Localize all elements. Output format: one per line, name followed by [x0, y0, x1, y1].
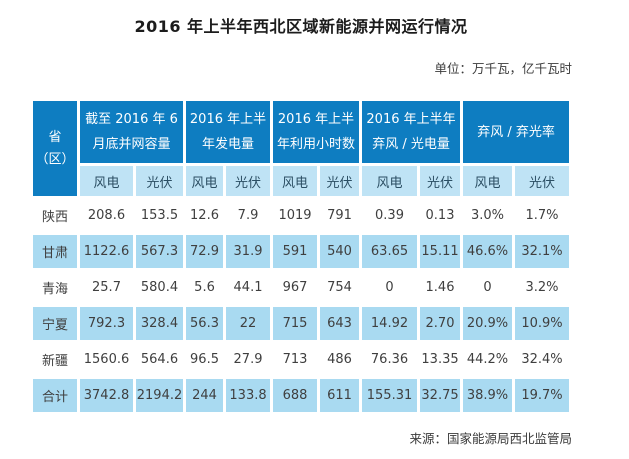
value-cell: 2194.2 [136, 379, 184, 412]
table-row-xinjiang: 新疆 1560.6 564.6 96.5 27.9 713 486 76.36 … [33, 343, 570, 376]
subheader-solar: 光伏 [420, 166, 461, 196]
page-title: 2016 年上半年西北区域新能源并网运行情况 [134, 17, 468, 36]
table-row-total: 合计 3742.8 2194.2 244 133.8 688 611 155.3… [33, 379, 570, 412]
table-row-ningxia: 宁夏 792.3 328.4 56.3 22 715 643 14.92 2.7… [33, 307, 570, 340]
value-cell: 133.8 [226, 379, 271, 412]
sub-header-row: 风电 光伏 风电 光伏 风电 光伏 风电 光伏 风电 光伏 [33, 166, 570, 196]
region-cell: 青海 [33, 271, 77, 304]
value-cell: 2.70 [420, 307, 461, 340]
value-cell: 15.11 [420, 235, 461, 268]
value-cell: 38.9% [463, 379, 513, 412]
region-cell: 陕西 [33, 199, 77, 232]
region-cell: 甘肃 [33, 235, 77, 268]
value-cell: 1019 [273, 199, 318, 232]
value-cell: 1.7% [515, 199, 570, 232]
value-cell: 0.13 [420, 199, 461, 232]
region-cell: 宁夏 [33, 307, 77, 340]
value-cell: 688 [273, 379, 318, 412]
subheader-solar: 光伏 [136, 166, 184, 196]
value-cell: 72.9 [186, 235, 224, 268]
value-cell: 540 [320, 235, 360, 268]
table-row-gansu: 甘肃 1122.6 567.3 72.9 31.9 591 540 63.65 … [33, 235, 570, 268]
subheader-solar: 光伏 [320, 166, 360, 196]
value-cell: 46.6% [463, 235, 513, 268]
value-cell: 0 [362, 271, 418, 304]
value-cell: 713 [273, 343, 318, 376]
value-cell: 564.6 [136, 343, 184, 376]
subheader-wind: 风电 [463, 166, 513, 196]
value-cell: 32.4% [515, 343, 570, 376]
value-cell: 14.92 [362, 307, 418, 340]
table-row-qinghai: 青海 25.7 580.4 5.6 44.1 967 754 0 1.46 0 … [33, 271, 570, 304]
value-cell: 5.6 [186, 271, 224, 304]
value-cell: 76.36 [362, 343, 418, 376]
value-cell: 3.2% [515, 271, 570, 304]
value-cell: 44.1 [226, 271, 271, 304]
group-header-utilization-hours: 2016 年上半年利用小时数 [273, 101, 360, 163]
value-cell: 12.6 [186, 199, 224, 232]
value-cell: 567.3 [136, 235, 184, 268]
subheader-wind: 风电 [362, 166, 418, 196]
value-cell: 0 [463, 271, 513, 304]
value-cell: 244 [186, 379, 224, 412]
value-cell: 32.1% [515, 235, 570, 268]
region-cell: 新疆 [33, 343, 77, 376]
value-cell: 208.6 [80, 199, 133, 232]
region-cell: 合计 [33, 379, 77, 412]
value-cell: 25.7 [80, 271, 133, 304]
value-cell: 96.5 [186, 343, 224, 376]
value-cell: 1560.6 [80, 343, 133, 376]
value-cell: 3742.8 [80, 379, 133, 412]
value-cell: 10.9% [515, 307, 570, 340]
group-header-row: 省（区） 截至 2016 年 6 月底并网容量 2016 年上半年发电量 201… [33, 101, 570, 196]
value-cell: 155.31 [362, 379, 418, 412]
value-cell: 1.46 [420, 271, 461, 304]
value-cell: 63.65 [362, 235, 418, 268]
group-header-grid-capacity: 截至 2016 年 6 月底并网容量 [80, 101, 184, 163]
group-header-generation: 2016 年上半年发电量 [186, 101, 271, 163]
corner-header-region: 省（区） [33, 101, 77, 196]
value-cell: 1122.6 [80, 235, 133, 268]
subheader-solar: 光伏 [226, 166, 271, 196]
value-cell: 27.9 [226, 343, 271, 376]
value-cell: 0.39 [362, 199, 418, 232]
value-cell: 643 [320, 307, 360, 340]
value-cell: 3.0% [463, 199, 513, 232]
table-row-shaanxi: 陕西 208.6 153.5 12.6 7.9 1019 791 0.39 0.… [33, 199, 570, 232]
value-cell: 611 [320, 379, 360, 412]
value-cell: 13.35 [420, 343, 461, 376]
value-cell: 580.4 [136, 271, 184, 304]
group-header-curtailed-energy: 2016 年上半年弃风 / 光电量 [362, 101, 461, 163]
data-table: 省（区） 截至 2016 年 6 月底并网容量 2016 年上半年发电量 201… [30, 98, 572, 415]
value-cell: 967 [273, 271, 318, 304]
value-cell: 20.9% [463, 307, 513, 340]
value-cell: 56.3 [186, 307, 224, 340]
value-cell: 791 [320, 199, 360, 232]
value-cell: 22 [226, 307, 271, 340]
value-cell: 715 [273, 307, 318, 340]
value-cell: 792.3 [80, 307, 133, 340]
value-cell: 591 [273, 235, 318, 268]
source-note: 来源：国家能源局西北监管局 [409, 431, 572, 446]
value-cell: 153.5 [136, 199, 184, 232]
content-wrapper: 2016 年上半年西北区域新能源并网运行情况 单位：万千瓦，亿千瓦时 省（区） … [30, 0, 572, 447]
value-cell: 32.75 [420, 379, 461, 412]
group-header-curtailment-rate: 弃风 / 弃光率 [463, 101, 570, 163]
value-cell: 44.2% [463, 343, 513, 376]
value-cell: 486 [320, 343, 360, 376]
value-cell: 19.7% [515, 379, 570, 412]
value-cell: 7.9 [226, 199, 271, 232]
value-cell: 754 [320, 271, 360, 304]
value-cell: 328.4 [136, 307, 184, 340]
subheader-solar: 光伏 [515, 166, 570, 196]
unit-note: 单位：万千瓦，亿千瓦时 [434, 61, 572, 76]
subheader-wind: 风电 [273, 166, 318, 196]
subheader-wind: 风电 [186, 166, 224, 196]
value-cell: 31.9 [226, 235, 271, 268]
subheader-wind: 风电 [80, 166, 133, 196]
